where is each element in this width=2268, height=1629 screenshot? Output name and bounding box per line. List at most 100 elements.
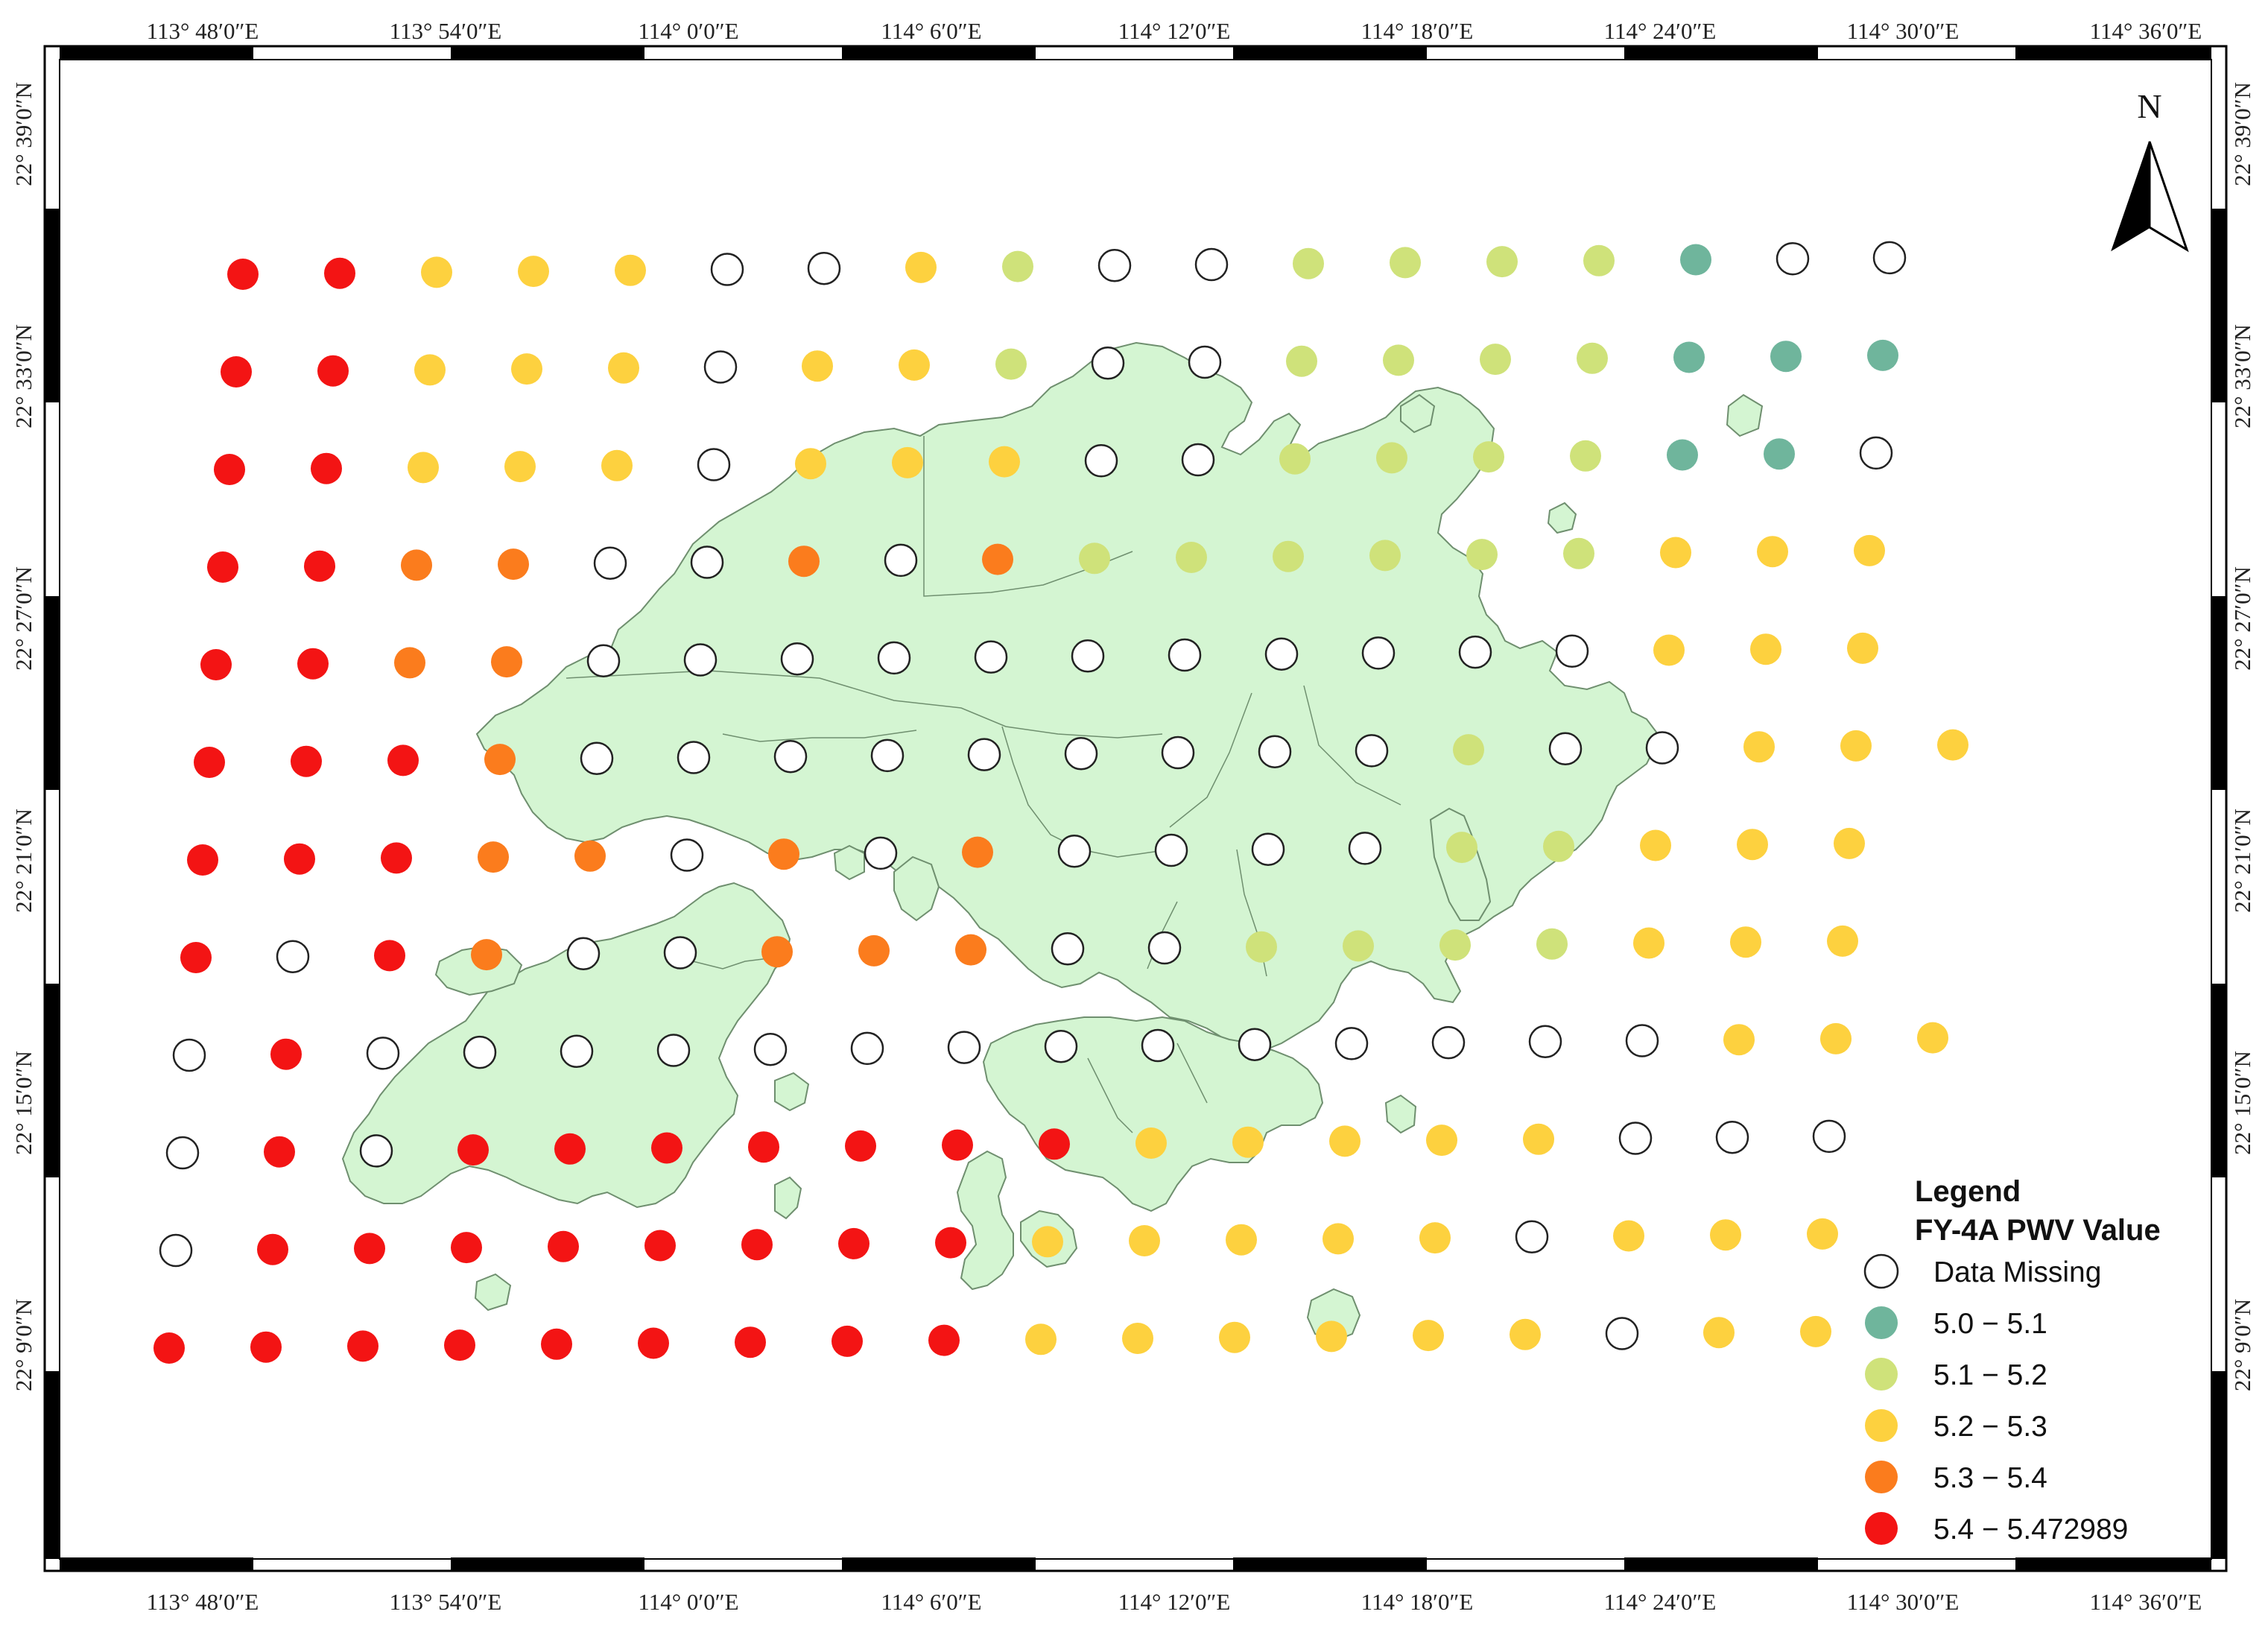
pwv-point (1710, 1219, 1741, 1251)
pwv-point (1613, 1220, 1644, 1252)
legend-swatch (1865, 1409, 1898, 1442)
lat-label: 22° 27′0″N (10, 566, 37, 671)
pwv-point (276, 940, 310, 973)
pwv-point (741, 1229, 773, 1261)
pwv-point (638, 1327, 669, 1359)
pwv-point (1361, 636, 1396, 670)
pwv-point (1219, 1321, 1250, 1353)
pwv-point (899, 349, 930, 381)
pwv-point (962, 836, 993, 868)
pwv-point (1002, 250, 1033, 282)
pwv-point (1251, 832, 1285, 866)
pwv-point (1044, 1030, 1078, 1063)
pwv-point (560, 1034, 594, 1069)
north-label: N (2137, 87, 2161, 125)
pwv-point (1273, 540, 1304, 572)
legend-swatch (1865, 1512, 1898, 1545)
pwv-point (381, 842, 412, 874)
lon-label: 114° 6′0″E (881, 18, 981, 44)
pwv-point (1129, 1225, 1160, 1256)
legend-label: 5.2 − 5.3 (1933, 1411, 2047, 1443)
pwv-point (200, 649, 232, 680)
pwv-point (214, 454, 245, 485)
pwv-point (1563, 537, 1594, 569)
pwv-point (1057, 835, 1092, 868)
lon-label: 114° 24′0″E (1604, 1589, 1717, 1615)
pwv-point (1757, 536, 1788, 568)
pwv-point (1750, 633, 1781, 665)
lon-label: 114° 12′0″E (1118, 1589, 1231, 1615)
pwv-point (401, 549, 432, 581)
lon-label: 114° 36′0″E (2090, 1589, 2202, 1615)
pwv-point (615, 254, 646, 286)
pwv-point (387, 744, 419, 776)
pwv-point (1376, 442, 1407, 474)
pwv-point (1800, 1315, 1831, 1347)
legend-swatch (1865, 1306, 1898, 1339)
pwv-point (1583, 244, 1615, 276)
pwv-point (1723, 1024, 1755, 1056)
lat-label: 22° 15′0″N (10, 1051, 37, 1155)
legend-label: 5.1 − 5.2 (1933, 1359, 2047, 1391)
pwv-point (1625, 1024, 1659, 1057)
pwv-point (1161, 736, 1195, 770)
pwv-point (942, 1129, 973, 1161)
lon-label: 114° 0′0″E (638, 18, 738, 44)
lon-label: 114° 0′0″E (638, 1589, 738, 1615)
pwv-point (1618, 1122, 1653, 1155)
pwv-point (1840, 730, 1872, 762)
pwv-point (788, 545, 820, 578)
pwv-point (1523, 1123, 1554, 1155)
pwv-point (1323, 1223, 1354, 1255)
pwv-point (773, 739, 808, 774)
latitude-labels-left: 22° 9′0″N 22° 15′0″N 22° 21′0″N 22° 27′0… (10, 82, 37, 1391)
pwv-point (1097, 249, 1132, 282)
pwv-point (1667, 439, 1698, 471)
pwv-point (1770, 341, 1802, 373)
pwv-point (1334, 1027, 1369, 1060)
pwv-point (967, 738, 1001, 771)
lon-label: 114° 12′0″E (1118, 18, 1231, 44)
pwv-point (1660, 537, 1691, 569)
pwv-point (1737, 829, 1768, 861)
pwv-point (1091, 347, 1125, 380)
pwv-point (697, 448, 731, 481)
pwv-point (1383, 344, 1414, 376)
pwv-point (780, 642, 814, 676)
pwv-point (1369, 540, 1401, 572)
pwv-point (207, 551, 238, 583)
pwv-point (153, 1332, 185, 1364)
pwv-point (845, 1130, 876, 1162)
pwv-point (1025, 1323, 1057, 1356)
pwv-point (574, 840, 606, 872)
pwv-point (656, 1034, 691, 1067)
pwv-point (1872, 241, 1907, 275)
pwv-point (753, 1032, 788, 1066)
pwv-point (1194, 247, 1229, 282)
pwv-point (955, 934, 986, 966)
pwv-point (165, 1136, 200, 1170)
pwv-point (451, 1232, 482, 1264)
pwv-point (1431, 1025, 1466, 1060)
pwv-point (291, 745, 322, 777)
pwv-point (1329, 1125, 1361, 1157)
lon-label: 114° 18′0″E (1361, 1589, 1474, 1615)
pwv-point (504, 451, 536, 483)
pwv-point (651, 1132, 682, 1164)
pwv-point (1812, 1119, 1846, 1154)
lon-label: 114° 24′0″E (1604, 18, 1717, 44)
lat-label: 22° 39′0″N (10, 82, 37, 186)
pwv-point (1032, 1226, 1063, 1258)
legend-label: 5.3 − 5.4 (1933, 1462, 2047, 1494)
pwv-point (1181, 443, 1215, 477)
pwv-point (484, 744, 516, 776)
land-lamma-small (1547, 502, 1577, 534)
lon-label: 113° 54′0″E (390, 1589, 502, 1615)
pwv-point (478, 841, 509, 873)
pwv-point (761, 936, 793, 968)
lat-label: 22° 33′0″N (2229, 324, 2255, 428)
pwv-point (1064, 737, 1098, 771)
pwv-point (518, 256, 549, 288)
pwv-point (1807, 1218, 1838, 1250)
legend-label: 5.0 − 5.1 (1933, 1308, 2047, 1340)
